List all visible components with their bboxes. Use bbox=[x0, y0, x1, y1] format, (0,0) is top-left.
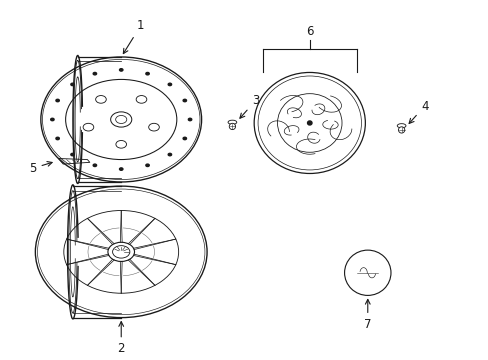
Text: 4: 4 bbox=[408, 99, 427, 123]
Text: 2: 2 bbox=[117, 321, 125, 355]
Ellipse shape bbox=[145, 164, 149, 167]
Ellipse shape bbox=[56, 137, 59, 140]
Ellipse shape bbox=[119, 168, 122, 170]
Ellipse shape bbox=[145, 72, 149, 75]
Ellipse shape bbox=[71, 83, 74, 86]
Ellipse shape bbox=[188, 118, 191, 121]
Ellipse shape bbox=[229, 123, 235, 130]
Ellipse shape bbox=[168, 153, 171, 156]
Ellipse shape bbox=[93, 164, 96, 167]
Ellipse shape bbox=[398, 127, 404, 133]
Ellipse shape bbox=[71, 153, 74, 156]
Text: 7: 7 bbox=[363, 300, 371, 331]
Ellipse shape bbox=[183, 99, 186, 102]
Ellipse shape bbox=[51, 118, 54, 121]
Ellipse shape bbox=[56, 99, 59, 102]
Ellipse shape bbox=[119, 69, 122, 71]
Ellipse shape bbox=[396, 124, 405, 128]
Text: 6: 6 bbox=[305, 25, 313, 38]
Ellipse shape bbox=[227, 120, 236, 124]
Text: 1: 1 bbox=[123, 19, 144, 54]
Ellipse shape bbox=[93, 72, 96, 75]
Text: 3: 3 bbox=[240, 94, 259, 118]
Ellipse shape bbox=[183, 137, 186, 140]
Ellipse shape bbox=[307, 121, 311, 125]
Ellipse shape bbox=[168, 83, 171, 86]
Text: 5: 5 bbox=[29, 162, 52, 175]
